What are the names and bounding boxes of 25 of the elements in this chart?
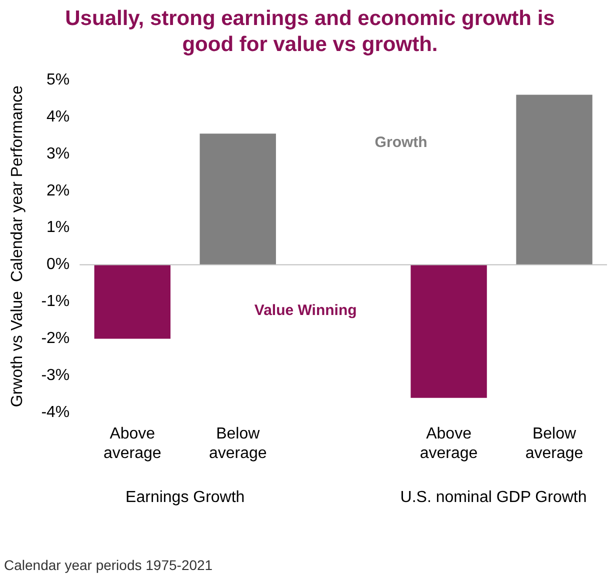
text: Earnings Growth <box>126 489 245 506</box>
y-tick-label: -1% <box>41 293 70 310</box>
x-tick-label: Above average <box>420 426 478 462</box>
text: U.S. nominal GDP Growth <box>400 489 587 506</box>
y-tick-label: 1% <box>46 219 70 236</box>
x-tick-label: Below average <box>525 426 584 462</box>
annotation: Value Winning <box>254 302 357 320</box>
y-tick-label: -3% <box>41 367 70 384</box>
y-tick-label: -2% <box>41 330 70 348</box>
annotation: Growth <box>374 134 428 151</box>
bar <box>516 94 592 265</box>
y-axis-title: Grwoth vs Value Calendar year Performance <box>9 85 26 408</box>
chart-title: Usually, strong earnings and economic growth is good for value vs growth. <box>64 6 556 58</box>
y-tick-label: 4% <box>46 108 70 126</box>
y-tick-label: -4% <box>41 404 70 422</box>
text: Calendar year periods 1975-2021 <box>4 556 213 573</box>
y-tick-label: 3% <box>46 145 70 162</box>
y-tick-label: 5% <box>46 71 70 88</box>
y-tick-label: 0% <box>46 256 70 274</box>
x-tick-label: Below average <box>208 426 267 462</box>
y-tick-label: 2% <box>46 182 70 200</box>
x-tick-label: Above average <box>103 426 162 462</box>
bar <box>94 264 170 339</box>
bar <box>410 264 487 398</box>
bar <box>200 134 276 265</box>
